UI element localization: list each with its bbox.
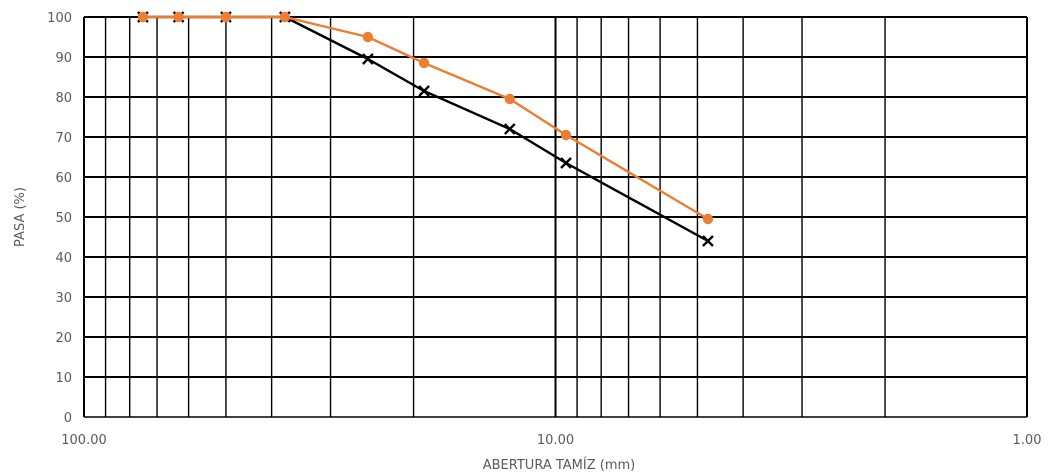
x-marker-stroke: [503, 123, 516, 135]
series-2-circle-marker: [418, 57, 430, 69]
y-tick-label: 70: [55, 131, 72, 146]
y-tick-label: 10: [55, 371, 72, 386]
y-tick-label: 40: [55, 251, 72, 266]
y-axis-title: PASA (%): [13, 187, 28, 247]
series-2-circle-marker: [560, 129, 572, 141]
x-marker-stroke: [702, 235, 714, 247]
tick-labels: 0 10 20 30 40 50 60 70 80 90 100 100.00 10.00 1.00: [47, 11, 1041, 448]
series-1-x-marker: [503, 123, 516, 135]
series-2-circle-marker: [362, 31, 374, 43]
series-2-circle-marker: [137, 11, 149, 23]
y-tick-label: 50: [55, 211, 72, 226]
x-tick-label: 10.00: [537, 433, 574, 448]
x-tick-label: 1.00: [1013, 433, 1042, 448]
y-tick-label: 30: [55, 291, 72, 306]
series-2-circle-marker: [702, 213, 714, 225]
y-tick-label: 60: [55, 171, 72, 186]
grid: [83, 16, 1028, 418]
x-marker-stroke: [560, 157, 572, 169]
y-tick-label: 0: [64, 411, 72, 426]
series-line-2: [141, 15, 710, 221]
y-tick-label: 90: [55, 51, 72, 66]
x-axis-title: ABERTURA TAMÍZ (mm): [483, 457, 635, 473]
series-layer: [141, 15, 710, 243]
series-1-x-marker: [418, 85, 430, 97]
series-2-circle-marker: [173, 11, 184, 23]
series-2-circle-marker: [504, 93, 516, 105]
x-tick-label: 100.00: [61, 433, 107, 448]
series-1-x-marker: [362, 53, 374, 65]
marker-layer: [137, 11, 714, 247]
series-2-circle-marker: [279, 11, 291, 23]
x-marker-stroke: [362, 53, 374, 65]
y-tick-label: 100: [47, 11, 72, 26]
series-1-x-marker: [560, 157, 572, 169]
series-2-circle-marker: [220, 11, 232, 23]
series-1-x-marker: [702, 235, 714, 247]
y-tick-label: 20: [55, 331, 72, 346]
y-tick-label: 80: [55, 91, 72, 106]
x-marker-stroke: [418, 85, 430, 97]
series-line-1: [141, 15, 710, 243]
